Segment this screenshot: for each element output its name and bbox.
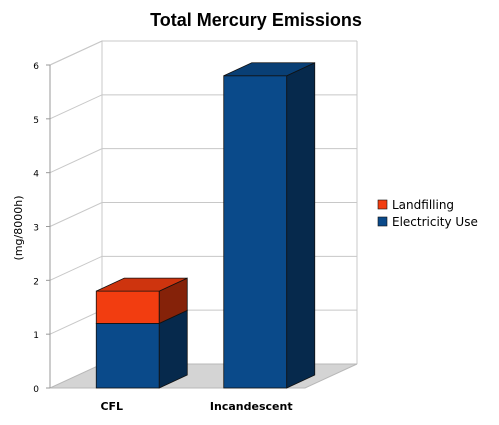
y-tick-label: 0 bbox=[33, 385, 39, 395]
legend-label: Landfilling bbox=[392, 198, 454, 212]
y-tick-label: 4 bbox=[33, 170, 39, 180]
bars bbox=[95, 62, 316, 389]
y-tick-label: 2 bbox=[33, 277, 39, 287]
bar-front bbox=[95, 290, 160, 324]
left-wall bbox=[49, 40, 103, 364]
bar-side bbox=[286, 62, 316, 389]
x-tick-label: CFL bbox=[100, 400, 123, 413]
x-tick-label: Incandescent bbox=[210, 400, 293, 413]
legend-label: Electricity Use bbox=[392, 215, 478, 229]
legend: Landfilling Electricity Use bbox=[377, 198, 478, 229]
bar-incandescent-electricity-use bbox=[223, 62, 316, 389]
bar-front bbox=[223, 75, 288, 389]
y-tick-label: 6 bbox=[33, 62, 39, 72]
gridline bbox=[49, 40, 357, 66]
y-axis-ticks: 0 1 2 3 4 5 6 bbox=[33, 62, 51, 395]
y-tick-label: 1 bbox=[33, 331, 39, 341]
bar-top bbox=[223, 62, 315, 77]
bar-top bbox=[96, 277, 188, 292]
legend-item: Electricity Use bbox=[377, 215, 478, 229]
x-axis-ticks: CFL Incandescent bbox=[100, 400, 292, 413]
bar-cfl-electricity-use bbox=[95, 309, 188, 389]
y-axis-label: (mg/8000h) bbox=[12, 196, 25, 261]
y-tick-label: 5 bbox=[33, 116, 39, 126]
legend-item: Landfilling bbox=[377, 198, 454, 212]
legend-swatch bbox=[377, 216, 388, 227]
bar-cfl-landfilling bbox=[95, 277, 188, 325]
y-tick-label: 3 bbox=[33, 224, 39, 234]
bar-front bbox=[95, 322, 160, 389]
legend-swatch bbox=[377, 199, 388, 210]
bar-side bbox=[158, 309, 188, 389]
chart-title: Total Mercury Emissions bbox=[150, 10, 362, 30]
